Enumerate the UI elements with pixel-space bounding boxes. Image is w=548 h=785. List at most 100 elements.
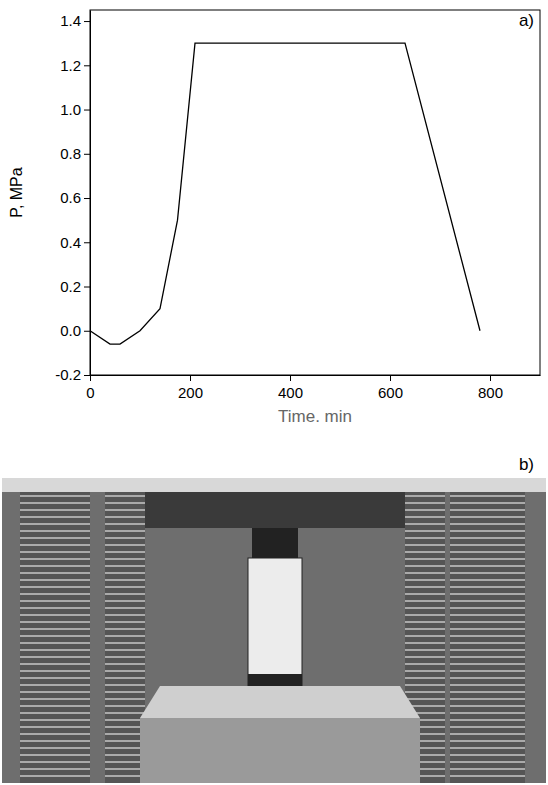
thread bbox=[405, 502, 445, 504]
thread bbox=[105, 649, 145, 651]
thread bbox=[105, 775, 145, 777]
tick-label: 0.6 bbox=[60, 189, 81, 206]
y-axis: -0.20.00.20.40.60.81.01.21.4 bbox=[55, 11, 90, 384]
thread bbox=[20, 516, 90, 518]
thread bbox=[450, 593, 525, 595]
thread bbox=[450, 572, 525, 574]
thread bbox=[450, 642, 525, 644]
thread bbox=[450, 509, 525, 511]
thread bbox=[105, 621, 145, 623]
tick: 200 bbox=[178, 375, 203, 401]
thread bbox=[405, 530, 445, 532]
thread bbox=[105, 768, 145, 770]
thread bbox=[450, 579, 525, 581]
thread bbox=[105, 502, 145, 504]
tick-label: 600 bbox=[378, 384, 403, 401]
tick-label: 200 bbox=[178, 384, 203, 401]
thread bbox=[20, 523, 90, 525]
thread bbox=[20, 544, 90, 546]
thread bbox=[105, 663, 145, 665]
thread bbox=[105, 516, 145, 518]
thread bbox=[20, 719, 90, 721]
thread bbox=[450, 754, 525, 756]
thread bbox=[105, 684, 145, 686]
thread bbox=[105, 523, 145, 525]
tick-mark bbox=[90, 375, 91, 381]
tick: 1.0 bbox=[60, 101, 90, 118]
thread bbox=[105, 628, 145, 630]
thread bbox=[450, 502, 525, 504]
thread bbox=[450, 558, 525, 560]
thread bbox=[105, 705, 145, 707]
thread bbox=[20, 558, 90, 560]
thread bbox=[20, 698, 90, 700]
thread bbox=[405, 600, 445, 602]
thread bbox=[450, 677, 525, 679]
thread bbox=[405, 698, 445, 700]
thread bbox=[105, 551, 145, 553]
thread bbox=[405, 621, 445, 623]
thread bbox=[450, 747, 525, 749]
y-axis-title: P, MPa bbox=[8, 167, 25, 218]
thread bbox=[450, 600, 525, 602]
thread bbox=[405, 593, 445, 595]
thread bbox=[405, 551, 445, 553]
thread bbox=[405, 663, 445, 665]
thread bbox=[20, 670, 90, 672]
thread bbox=[20, 649, 90, 651]
tick-mark bbox=[84, 375, 90, 376]
specimen-base bbox=[248, 674, 302, 688]
thread bbox=[105, 600, 145, 602]
thread bbox=[405, 628, 445, 630]
x-axis-title: Time. min bbox=[278, 407, 352, 426]
thread bbox=[405, 656, 445, 658]
thread bbox=[405, 649, 445, 651]
thread bbox=[450, 740, 525, 742]
thread bbox=[450, 523, 525, 525]
thread bbox=[405, 670, 445, 672]
thread bbox=[20, 600, 90, 602]
thread bbox=[105, 642, 145, 644]
specimen bbox=[248, 558, 302, 688]
thread bbox=[405, 684, 445, 686]
tick-label: 0.8 bbox=[60, 145, 81, 162]
thread bbox=[20, 754, 90, 756]
thread bbox=[405, 579, 445, 581]
tick-mark bbox=[84, 331, 90, 332]
column-body bbox=[20, 492, 90, 783]
thread bbox=[20, 740, 90, 742]
thread bbox=[20, 593, 90, 595]
tick-label: 800 bbox=[478, 384, 503, 401]
axis-line bbox=[90, 11, 91, 376]
thread bbox=[450, 516, 525, 518]
thread bbox=[105, 656, 145, 658]
thread bbox=[105, 593, 145, 595]
thread bbox=[105, 614, 145, 616]
thread bbox=[105, 670, 145, 672]
thread bbox=[20, 572, 90, 574]
base-block bbox=[140, 718, 420, 783]
thread bbox=[20, 565, 90, 567]
thread bbox=[450, 649, 525, 651]
tick-mark bbox=[290, 375, 291, 381]
tick-label: 1.2 bbox=[60, 57, 81, 74]
thread bbox=[450, 712, 525, 714]
thread bbox=[20, 705, 90, 707]
thread bbox=[105, 607, 145, 609]
pressure-line bbox=[90, 43, 480, 344]
thread bbox=[20, 684, 90, 686]
thread bbox=[20, 712, 90, 714]
thread bbox=[105, 733, 145, 735]
tick: 400 bbox=[278, 375, 303, 401]
figure: 0200400600800-0.20.00.20.40.60.81.01.21.… bbox=[0, 0, 548, 785]
column-body bbox=[450, 492, 525, 783]
thread bbox=[20, 775, 90, 777]
thread bbox=[405, 691, 445, 693]
bottom-plate bbox=[140, 686, 420, 718]
tick-label: 0.4 bbox=[60, 234, 81, 251]
tick-mark bbox=[390, 375, 391, 381]
thread bbox=[105, 754, 145, 756]
thread bbox=[105, 761, 145, 763]
thread bbox=[450, 726, 525, 728]
plot-area bbox=[90, 43, 480, 344]
